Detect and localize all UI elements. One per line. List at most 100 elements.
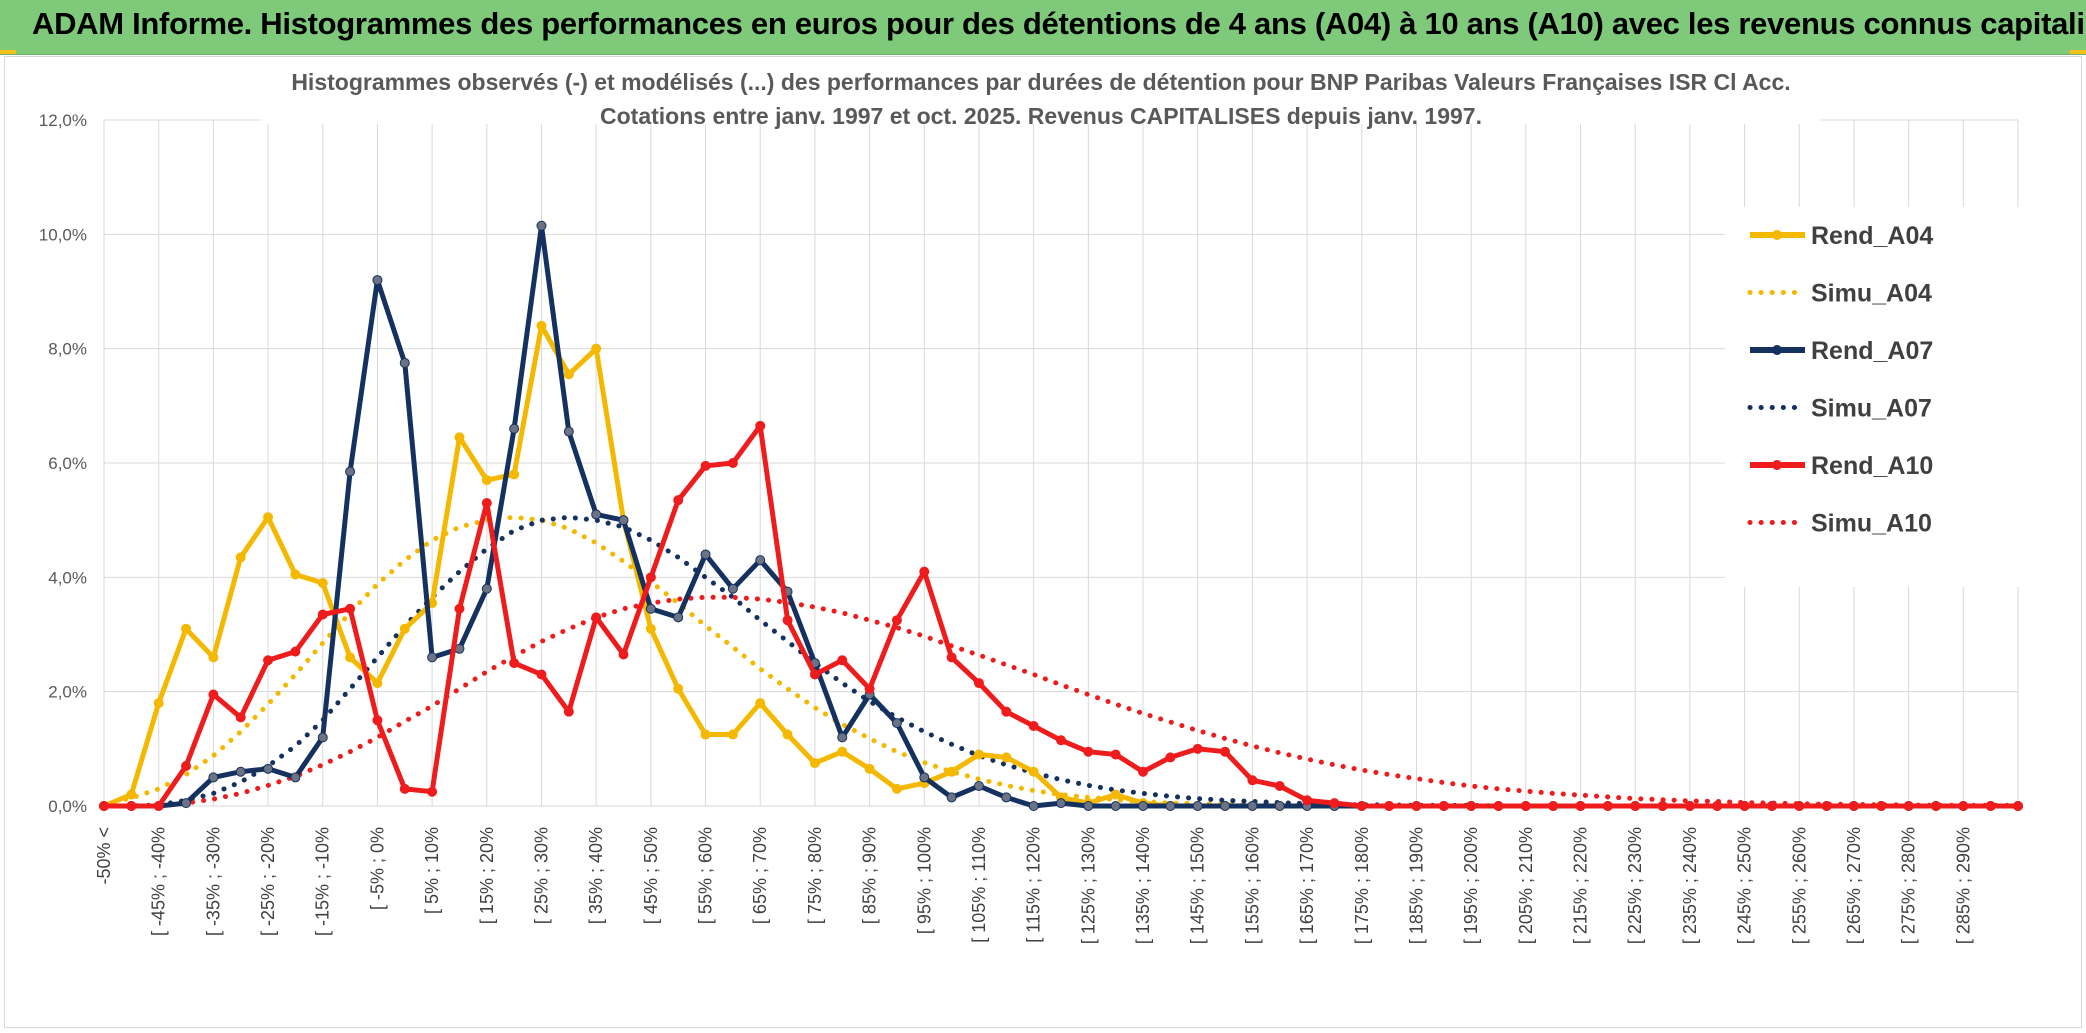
data-point-rend-a10 bbox=[1192, 743, 1203, 754]
data-point-rend-a10 bbox=[1575, 801, 1586, 811]
data-point-rend-a04 bbox=[399, 623, 410, 634]
legend-marker-rend-a07 bbox=[1772, 345, 1782, 355]
legend-label-rend-a10: Rend_A10 bbox=[1811, 452, 1933, 480]
data-point-rend-a10 bbox=[345, 603, 356, 614]
y-tick-label: 0,0% bbox=[48, 797, 87, 816]
data-point-rend-a10 bbox=[1083, 746, 1094, 757]
data-point-rend-a10 bbox=[946, 652, 957, 663]
data-point-rend-a10 bbox=[1548, 801, 1559, 811]
x-tick-label: [ 205% ; 210% bbox=[1516, 827, 1536, 944]
data-point-rend-a07 bbox=[536, 220, 547, 231]
x-tick-label: [ -35% ; -30% bbox=[203, 827, 223, 936]
x-tick-label: [ 65% ; 70% bbox=[750, 827, 770, 924]
data-point-rend-a07 bbox=[1247, 801, 1258, 811]
y-tick-label: 2,0% bbox=[48, 683, 87, 702]
data-point-rend-a07 bbox=[509, 423, 520, 434]
data-point-rend-a04 bbox=[481, 475, 492, 486]
data-point-rend-a10 bbox=[591, 612, 602, 623]
data-point-rend-a10 bbox=[1056, 735, 1066, 746]
y-tick-label: 8,0% bbox=[48, 340, 87, 359]
data-point-rend-a07 bbox=[755, 555, 766, 566]
series-line-simu-a10 bbox=[101, 594, 2021, 809]
chart-title-line1: Histogrammes observés (-) et modélisés (… bbox=[291, 69, 1790, 95]
data-point-rend-a04 bbox=[891, 783, 902, 794]
data-point-rend-a10 bbox=[509, 658, 520, 669]
data-point-rend-a10 bbox=[1493, 801, 1504, 811]
data-point-rend-a07 bbox=[399, 357, 410, 368]
data-point-rend-a07 bbox=[1138, 801, 1149, 811]
data-point-rend-a07 bbox=[345, 466, 356, 477]
histogram-chart: 0,0% 2,0% 4,0% 6,0% 8,0% 10,0% 12,0% -50% < [ -… bbox=[39, 62, 2025, 944]
data-point-rend-a10 bbox=[618, 649, 629, 660]
data-point-rend-a04 bbox=[973, 749, 984, 760]
data-point-rend-a07 bbox=[290, 772, 301, 783]
data-point-rend-a04 bbox=[290, 569, 301, 580]
data-point-rend-a07 bbox=[673, 612, 684, 623]
data-point-rend-a07 bbox=[181, 798, 192, 809]
x-tick-label: [ 215% ; 220% bbox=[1571, 827, 1591, 944]
data-point-rend-a04 bbox=[345, 652, 356, 663]
x-axis: -50% < [ -45% ; -40% [ -35% ; -30% [ -25% ;… bbox=[94, 827, 1973, 944]
data-point-rend-a10 bbox=[1438, 801, 1449, 811]
corner-accent-right bbox=[2070, 50, 2086, 54]
data-point-rend-a07 bbox=[208, 772, 219, 783]
data-point-rend-a07 bbox=[1220, 801, 1231, 811]
data-point-rend-a10 bbox=[919, 566, 930, 577]
legend-label-simu-a04: Simu_A04 bbox=[1811, 280, 1932, 308]
data-point-rend-a10 bbox=[317, 609, 328, 620]
data-point-rend-a04 bbox=[727, 729, 738, 740]
x-tick-label: [ 135% ; 140% bbox=[1133, 827, 1153, 944]
data-point-rend-a07 bbox=[1274, 801, 1285, 811]
data-point-rend-a04 bbox=[645, 623, 656, 634]
x-tick-label: [ 235% ; 240% bbox=[1680, 827, 1700, 944]
data-point-rend-a10 bbox=[153, 801, 164, 811]
data-point-rend-a10 bbox=[1138, 766, 1149, 777]
corner-accent-left bbox=[0, 50, 16, 54]
data-point-rend-a07 bbox=[1001, 792, 1012, 803]
data-point-rend-a10 bbox=[235, 712, 246, 723]
legend-label-simu-a10: Simu_A10 bbox=[1811, 510, 1932, 538]
data-point-rend-a04 bbox=[263, 512, 274, 523]
x-tick-label: [ 125% ; 130% bbox=[1078, 827, 1098, 944]
data-point-rend-a10 bbox=[454, 603, 465, 614]
data-point-rend-a04 bbox=[1001, 752, 1012, 763]
x-tick-label: [ 115% ; 120% bbox=[1024, 827, 1044, 943]
legend-marker-rend-a04 bbox=[1772, 230, 1782, 240]
data-point-rend-a04 bbox=[208, 652, 219, 663]
data-point-rend-a10 bbox=[181, 760, 192, 771]
data-point-rend-a04 bbox=[509, 469, 520, 480]
x-tick-label: [ 105% ; 110% bbox=[969, 827, 989, 943]
x-tick-label: [ 285% ; 290% bbox=[1953, 827, 1973, 944]
x-tick-label: [ 55% ; 60% bbox=[696, 827, 716, 924]
data-point-rend-a07 bbox=[973, 780, 984, 791]
data-point-rend-a10 bbox=[2013, 801, 2023, 811]
chart-title-line2: Cotations entre janv. 1997 et oct. 2025.… bbox=[600, 103, 1482, 129]
y-tick-label: 6,0% bbox=[48, 454, 87, 473]
data-point-rend-a10 bbox=[1848, 801, 1859, 811]
data-point-rend-a10 bbox=[1712, 801, 1723, 811]
grid bbox=[103, 119, 2019, 807]
data-point-rend-a10 bbox=[1821, 801, 1832, 811]
x-tick-label: [ 25% ; 30% bbox=[531, 827, 551, 924]
data-point-rend-a04 bbox=[563, 369, 574, 380]
data-point-rend-a10 bbox=[1001, 706, 1012, 717]
data-point-rend-a07 bbox=[645, 603, 656, 614]
data-point-rend-a10 bbox=[208, 689, 219, 700]
data-point-rend-a07 bbox=[1083, 801, 1094, 811]
data-point-rend-a07 bbox=[727, 583, 738, 594]
data-point-rend-a04 bbox=[837, 746, 848, 757]
data-point-rend-a10 bbox=[1602, 801, 1613, 811]
x-tick-label: -50% < bbox=[94, 827, 114, 885]
data-point-rend-a10 bbox=[1520, 801, 1531, 811]
data-point-rend-a10 bbox=[700, 460, 711, 471]
data-point-rend-a10 bbox=[1356, 801, 1367, 811]
data-point-rend-a04 bbox=[454, 432, 465, 443]
data-point-rend-a10 bbox=[973, 678, 984, 689]
data-point-rend-a10 bbox=[673, 495, 684, 506]
data-point-rend-a04 bbox=[235, 552, 246, 563]
data-point-rend-a10 bbox=[1794, 801, 1805, 811]
data-point-rend-a07 bbox=[1056, 798, 1066, 809]
x-tick-label: [ 15% ; 20% bbox=[477, 827, 497, 924]
x-tick-label: [ 225% ; 230% bbox=[1625, 827, 1645, 944]
data-point-rend-a04 bbox=[536, 320, 547, 331]
